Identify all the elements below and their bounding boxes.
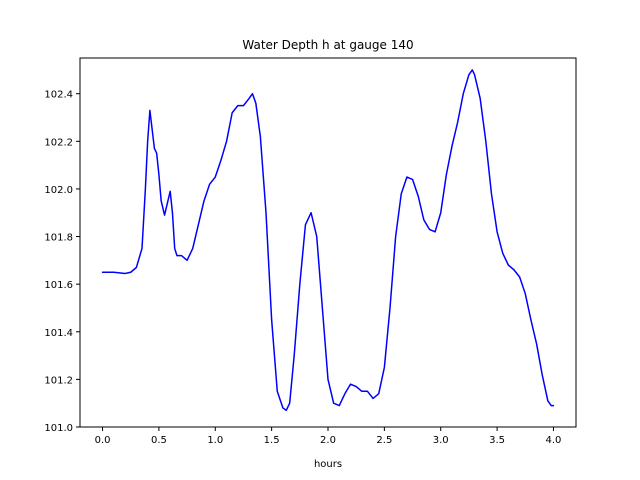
y-axis: 101.0 101.2 101.4 101.6 101.8 102.0 102.2 102.4 [44,90,80,434]
x-axis-label: hours [314,459,342,470]
x-tick-label: 1.5 [264,435,280,446]
x-tick-label: 0.0 [95,435,111,446]
x-tick-label: 4.0 [546,435,562,446]
series-line [101,69,555,412]
x-tick-label: 3.0 [433,435,449,446]
y-tick-label: 101.0 [44,423,73,434]
chart-title: Water Depth h at gauge 140 [242,38,413,52]
y-tick-label: 102.2 [44,137,73,148]
x-axis: 0.0 0.5 1.0 1.5 2.0 2.5 3.0 3.5 4.0 [95,427,562,446]
x-tick-label: 0.5 [151,435,167,446]
y-tick-label: 102.4 [44,90,73,101]
x-tick-label: 3.5 [489,435,505,446]
y-tick-label: 101.6 [44,280,73,291]
y-tick-label: 101.4 [44,328,73,339]
x-tick-label: 1.0 [207,435,223,446]
y-tick-label: 101.8 [44,233,73,244]
x-tick-label: 2.0 [320,435,336,446]
y-tick-label: 102.0 [44,185,73,196]
y-tick-label: 101.2 [44,375,73,386]
x-tick-label: 2.5 [376,435,392,446]
